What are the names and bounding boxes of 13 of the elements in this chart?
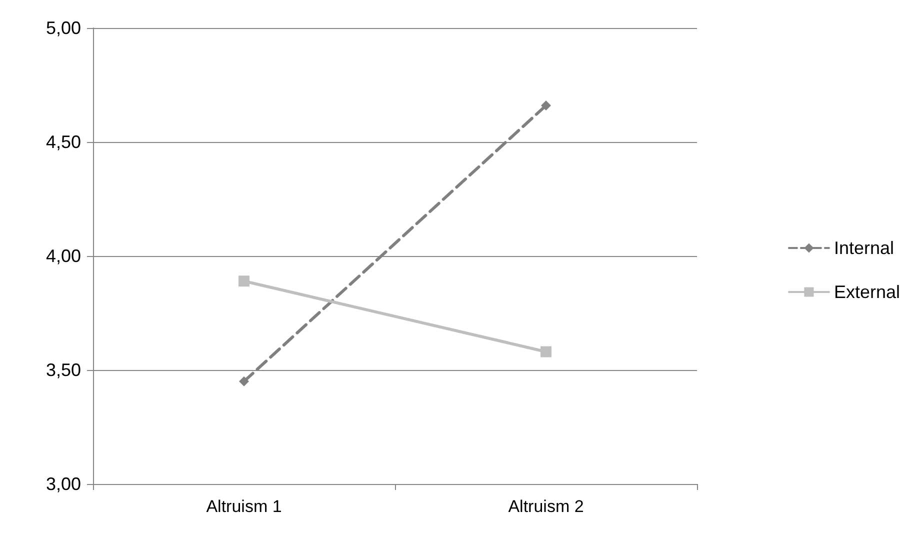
y-tick-label: 5,00 [46, 18, 81, 38]
point [540, 346, 552, 358]
legend-label: External [834, 282, 900, 302]
legend-label: Internal [834, 238, 894, 258]
y-tick-label: 3,50 [46, 360, 81, 380]
x-tick-label: Altruism 2 [508, 497, 584, 516]
x-tick-label: Altruism 1 [206, 497, 282, 516]
point [239, 376, 249, 386]
y-tick-label: 4,50 [46, 132, 81, 152]
point [238, 276, 250, 287]
point [541, 100, 551, 111]
y-tick-label: 4,00 [46, 246, 81, 266]
y-tick-label: 3,00 [46, 474, 81, 494]
